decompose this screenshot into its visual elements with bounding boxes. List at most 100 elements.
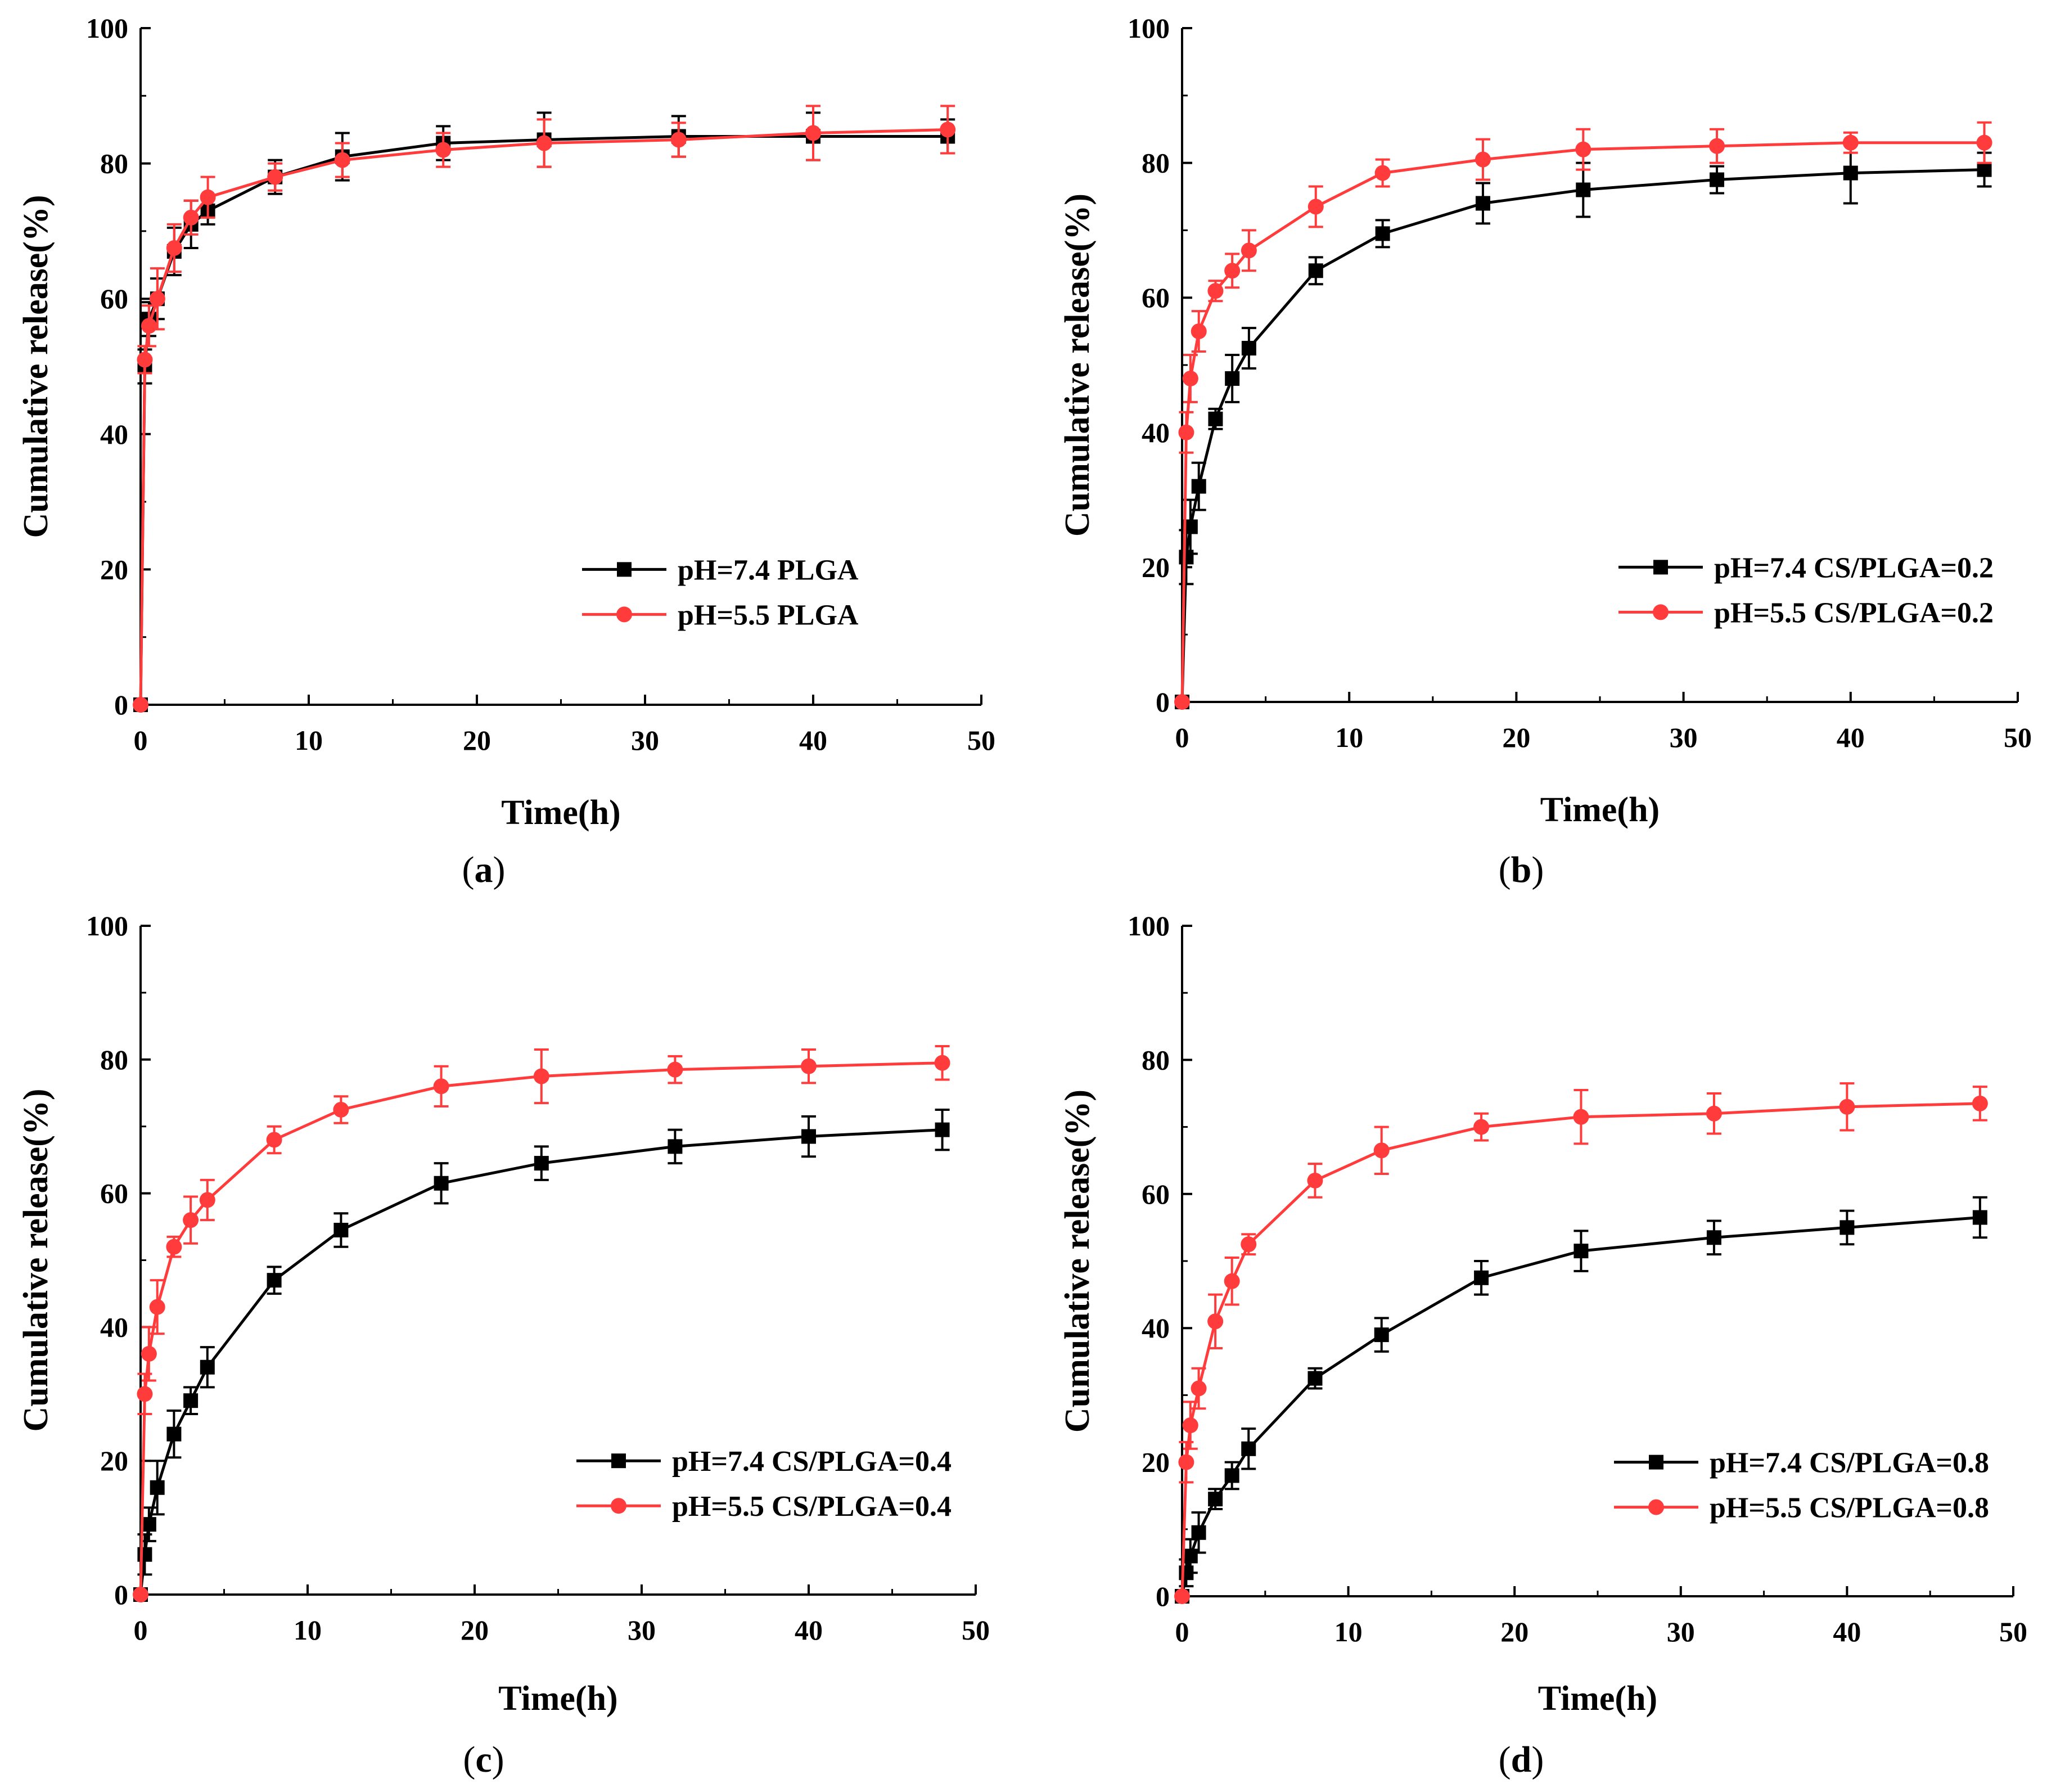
series-ph55: [1174, 1082, 1988, 1604]
x-tick-label: 30: [1667, 1616, 1695, 1647]
y-tick-label: 100: [86, 910, 128, 942]
data-point: [1307, 1371, 1323, 1386]
data-point: [1207, 1313, 1224, 1330]
y-axis-title: Cumulative release(%): [1058, 193, 1097, 537]
data-point: [1174, 1588, 1190, 1604]
data-point: [166, 1239, 182, 1255]
x-tick-label: 20: [1500, 1616, 1529, 1647]
x-tick-label: 30: [1670, 722, 1698, 753]
data-point: [149, 1299, 165, 1315]
data-point: [1224, 1468, 1239, 1483]
x-tick-label: 50: [2004, 722, 2032, 753]
y-tick-label: 20: [1142, 551, 1170, 583]
series-ph74: [1175, 1196, 1987, 1604]
x-tick-label: 0: [1175, 1616, 1189, 1647]
data-point: [533, 1068, 549, 1084]
legend-label: pH=5.5 CS/PLGA=0.4: [672, 1491, 952, 1523]
data-point: [150, 1480, 165, 1495]
legend-item-ph55: pH=5.5 PLGA: [582, 599, 859, 631]
data-point: [940, 121, 956, 138]
legend-marker: [617, 562, 632, 577]
panel-label-letter: c: [475, 1739, 492, 1780]
panel-d: 0 20 40 60 80 100 0 10 20 30 40 50 Time(h) Cumulative…: [1058, 910, 2027, 1780]
data-point: [1224, 263, 1241, 279]
x-tick-label: 10: [294, 1614, 322, 1646]
data-point: [1241, 1441, 1256, 1456]
data-point: [1178, 424, 1194, 440]
data-point: [1573, 1244, 1589, 1259]
data-point: [166, 240, 182, 256]
data-point: [1225, 371, 1240, 386]
x-axis-title: Time(h): [1538, 1680, 1657, 1718]
panel-label-close: ): [1531, 849, 1544, 890]
y-tick-label: 40: [100, 1311, 128, 1343]
data-point: [141, 1345, 157, 1362]
data-point: [1843, 165, 1858, 181]
x-tick-label: 40: [1833, 1616, 1861, 1647]
data-point: [1475, 196, 1490, 211]
data-point: [1575, 141, 1591, 157]
panel-label-open: (: [1499, 1739, 1511, 1780]
y-tick-label: 60: [1142, 282, 1170, 313]
y-tick-label: 20: [100, 553, 128, 585]
series-ph55: [1174, 121, 1992, 710]
panel-label-close: ): [493, 849, 506, 890]
legend-marker: [1649, 1455, 1663, 1470]
x-tick-label: 30: [631, 724, 659, 756]
x-tick-label: 0: [134, 1614, 148, 1646]
data-point: [536, 135, 552, 151]
panel-label: (c): [463, 1739, 504, 1780]
series-line: [139, 1061, 943, 1595]
y-tick-label: 0: [114, 1579, 128, 1610]
data-point: [267, 1273, 282, 1288]
x-axis-title: Time(h): [498, 1680, 617, 1718]
data-point: [1191, 1380, 1207, 1397]
data-point: [1710, 172, 1725, 187]
panel-label-open: (: [463, 1739, 475, 1780]
panel-label-close: ): [492, 1739, 504, 1780]
x-tick-label: 40: [799, 724, 827, 756]
legend-marker: [616, 606, 632, 623]
data-point: [1191, 323, 1207, 340]
data-point: [1706, 1230, 1721, 1245]
y-tick-label: 0: [1156, 686, 1170, 718]
panel-label-open: (: [462, 849, 475, 890]
data-point: [1473, 1119, 1490, 1135]
data-point: [266, 1132, 282, 1148]
y-axis-title: Cumulative release(%): [17, 1088, 55, 1431]
legend-item-ph55: pH=5.5 CS/PLGA=0.8: [1614, 1492, 1989, 1524]
x-axis-title: Time(h): [501, 794, 620, 832]
data-point: [1475, 151, 1491, 168]
y-axis-title: Cumulative release(%): [17, 195, 55, 538]
data-point: [1474, 1270, 1489, 1285]
x-tick-label: 0: [134, 724, 148, 756]
data-point: [1977, 162, 1992, 177]
data-point: [1972, 1095, 1988, 1111]
data-point: [137, 352, 153, 368]
series-line: [139, 1128, 943, 1595]
legend-item-ph74: pH=7.4 PLGA: [582, 554, 859, 586]
panel-label-close: ): [1531, 1739, 1544, 1780]
y-tick-label: 20: [1142, 1447, 1170, 1478]
data-point: [1182, 1417, 1198, 1434]
panel-label: (a): [462, 849, 506, 890]
data-point: [1374, 165, 1391, 181]
data-point: [1182, 370, 1198, 386]
legend-marker: [611, 1453, 626, 1469]
legend-item-ph74: pH=7.4 CS/PLGA=0.8: [1614, 1447, 1989, 1479]
y-tick-label: 80: [1142, 147, 1170, 179]
x-tick-label: 20: [461, 1614, 489, 1646]
series-line: [1180, 141, 1985, 703]
data-point: [1842, 134, 1859, 151]
panel-label-open: (: [1499, 849, 1511, 890]
x-tick-label: 10: [1334, 1616, 1363, 1647]
data-point: [133, 697, 148, 713]
x-tick-label: 40: [795, 1614, 823, 1646]
data-point: [935, 1122, 950, 1137]
data-point: [1307, 1172, 1323, 1188]
legend-item-ph74: pH=7.4 CS/PLGA=0.4: [576, 1446, 952, 1478]
x-tick-label: 0: [1175, 722, 1189, 753]
y-axis-title: Cumulative release(%): [1058, 1089, 1097, 1433]
data-point: [435, 142, 452, 158]
